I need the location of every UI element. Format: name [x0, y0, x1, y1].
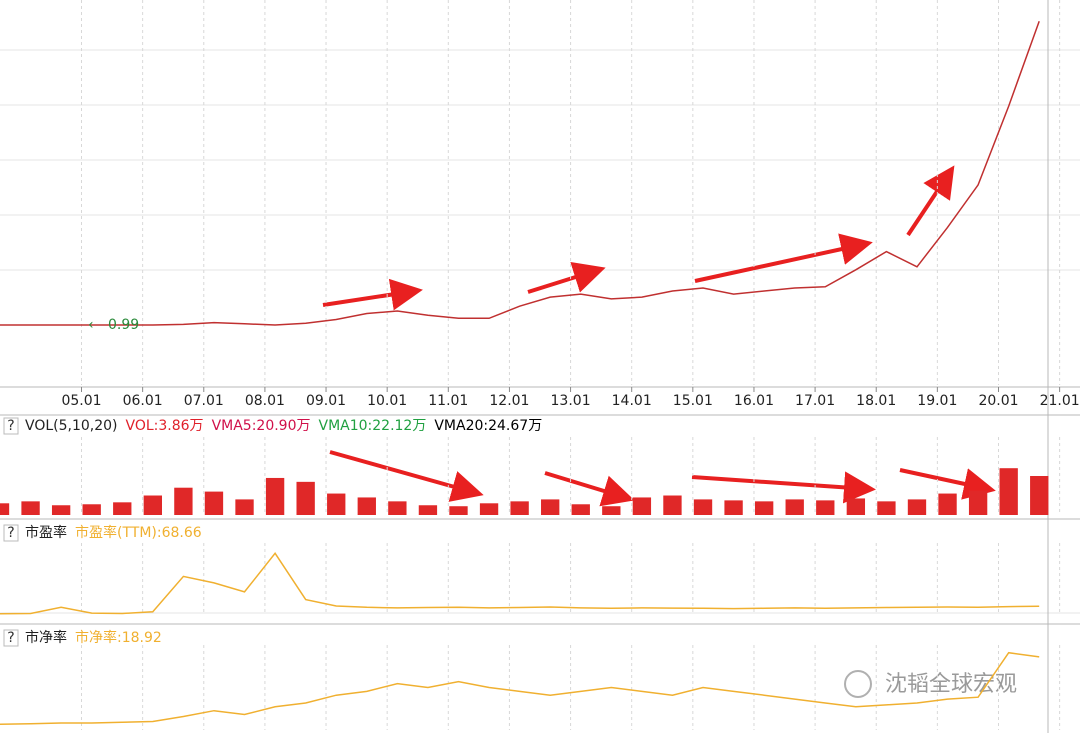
volume-bar — [204, 491, 224, 515]
series-line — [0, 20, 1040, 326]
x-tick-label: 12.01 — [489, 393, 529, 409]
x-tick-label: 09.01 — [306, 393, 346, 409]
volume-bar — [174, 487, 193, 515]
x-tick-label: 07.01 — [184, 393, 224, 409]
volume-bar — [938, 493, 957, 515]
volume-bar — [449, 506, 468, 515]
volume-bar — [693, 499, 713, 515]
volume-bar — [327, 493, 346, 515]
volume-bar — [296, 481, 315, 515]
volume-bar — [479, 503, 499, 515]
volume-bar — [754, 501, 774, 515]
help-button — [3, 629, 19, 647]
readout: VMA10:22.12万 — [319, 418, 427, 434]
watermark-text: 沈韬全球宏观 — [885, 672, 1017, 697]
volume-bar — [21, 501, 40, 515]
volume-bar — [846, 498, 866, 515]
volume-bar — [1030, 476, 1049, 515]
help-label: ? — [7, 525, 14, 541]
volume-bar — [968, 490, 988, 515]
volume-bar — [510, 501, 529, 515]
readout: VMA20:24.67万 — [434, 418, 542, 434]
x-tick-label: 10.01 — [367, 393, 407, 409]
x-tick-label: 21.01 — [1040, 393, 1080, 409]
x-tick-label: 19.01 — [917, 393, 957, 409]
volume-bar — [82, 504, 101, 515]
readout: 市净率:18.92 — [75, 629, 162, 646]
volume-bar — [785, 499, 804, 515]
watermark: 沈韬全球宏观 — [844, 670, 1017, 698]
help-label: ? — [7, 630, 14, 646]
volume-bar — [357, 497, 376, 515]
volume-bar — [816, 500, 835, 515]
volume-bar — [602, 506, 621, 515]
price-pointer: ‹ — [88, 317, 94, 333]
volume-bar — [877, 501, 896, 515]
volume-bar — [0, 503, 10, 515]
volume-bar — [663, 495, 682, 515]
volume-bar — [999, 468, 1018, 515]
indicator-name: VOL(5,10,20) — [25, 418, 118, 434]
readout: VMA5:20.90万 — [212, 418, 311, 434]
volume-bar — [724, 500, 743, 515]
volume-bar — [143, 495, 162, 515]
readout: VOL:3.86万 — [126, 418, 204, 434]
x-tick-label: 13.01 — [551, 393, 591, 409]
indicator-name: 市盈率 — [25, 524, 67, 541]
volume-bar — [632, 497, 652, 515]
series-line — [0, 552, 1040, 615]
help-button — [3, 524, 19, 542]
x-tick-label: 15.01 — [673, 393, 713, 409]
x-tick-label: 20.01 — [978, 393, 1018, 409]
volume-bar — [388, 501, 407, 515]
price-label: 0.99 — [108, 317, 139, 333]
volume-bar — [265, 477, 285, 515]
x-tick-label: 08.01 — [245, 393, 285, 409]
x-tick-label: 14.01 — [612, 393, 652, 409]
x-tick-label: 18.01 — [856, 393, 896, 409]
series-line — [0, 651, 1040, 725]
x-tick-label: 06.01 — [123, 393, 163, 409]
volume-bar — [235, 499, 254, 515]
readout: 市盈率(TTM):68.66 — [75, 524, 202, 541]
x-tick-label: 05.01 — [61, 393, 101, 409]
arrows — [322, 165, 996, 507]
x-tick-label: 17.01 — [795, 393, 835, 409]
volume-bar — [541, 499, 560, 515]
x-tick-label: 11.01 — [428, 393, 468, 409]
indicator-name: 市净率 — [25, 629, 67, 646]
volume-bar — [907, 499, 927, 515]
volume-bar — [571, 504, 590, 515]
help-button — [3, 417, 19, 435]
volume-bar — [418, 505, 438, 515]
x-tick-label: 16.01 — [734, 393, 774, 409]
help-label: ? — [7, 418, 14, 434]
volume-bar — [113, 502, 132, 515]
volume-bar — [51, 505, 71, 515]
